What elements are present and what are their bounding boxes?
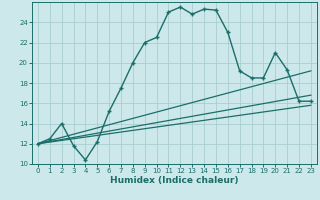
X-axis label: Humidex (Indice chaleur): Humidex (Indice chaleur) — [110, 176, 239, 185]
